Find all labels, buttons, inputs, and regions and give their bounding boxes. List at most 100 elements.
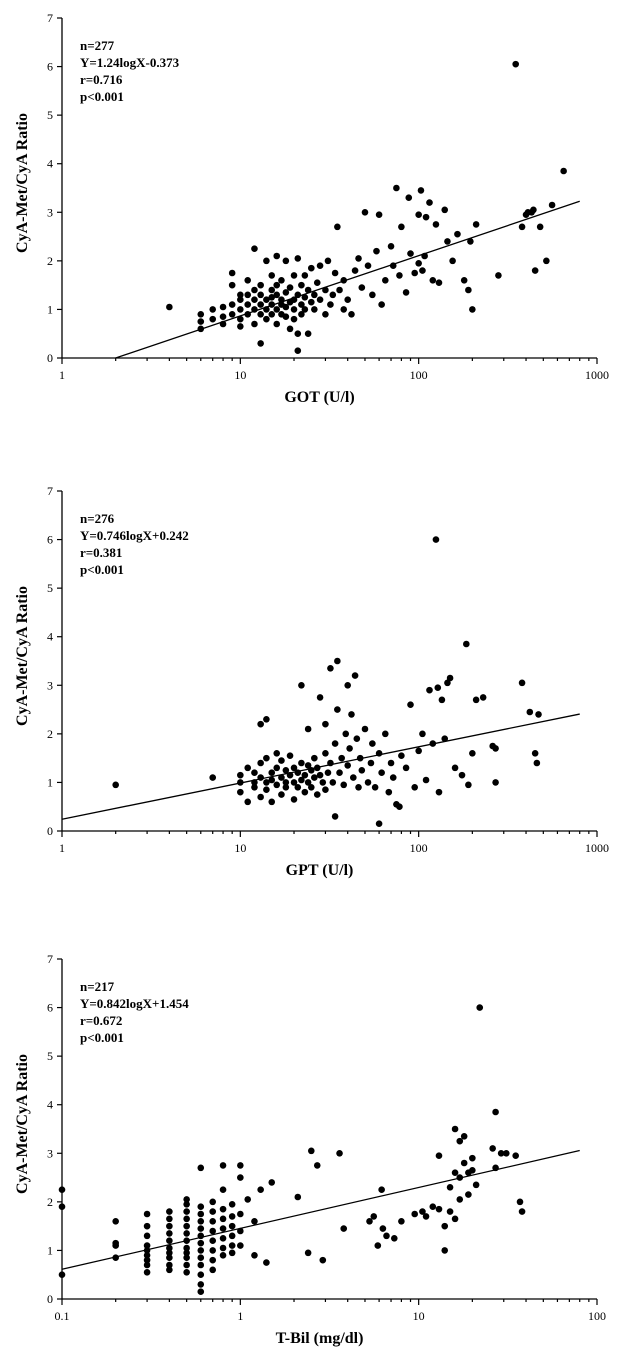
data-point — [286, 752, 294, 760]
data-point — [257, 793, 264, 801]
data-point — [316, 262, 324, 270]
data-point — [456, 1137, 464, 1145]
data-point — [251, 769, 258, 777]
data-point — [268, 293, 276, 301]
data-point — [446, 1208, 454, 1215]
data-point — [251, 779, 258, 786]
data-point — [278, 757, 285, 764]
data-point — [257, 1186, 264, 1194]
data-point — [411, 269, 418, 277]
data-point — [228, 269, 236, 277]
data-point — [375, 749, 383, 757]
data-point — [237, 291, 244, 299]
data-point — [183, 1222, 190, 1230]
data-point — [298, 776, 305, 784]
data-point — [367, 759, 375, 767]
data-point — [348, 711, 355, 718]
data-point — [209, 1217, 217, 1225]
data-point — [307, 298, 315, 306]
data-point — [469, 749, 476, 757]
data-point — [495, 272, 502, 279]
data-point — [378, 1186, 385, 1194]
data-point — [340, 306, 348, 313]
data-point — [469, 306, 476, 313]
data-point — [197, 1288, 205, 1296]
data-point — [197, 318, 205, 325]
data-point — [444, 238, 451, 245]
data-point — [143, 1242, 151, 1249]
data-point — [419, 267, 426, 274]
data-point — [143, 1251, 151, 1259]
data-point — [319, 779, 327, 786]
y-tick-label: 4 — [47, 157, 53, 171]
data-point — [492, 1164, 499, 1172]
x-tick-label: 100 — [410, 841, 428, 855]
data-point — [298, 281, 305, 289]
data-point — [518, 223, 526, 231]
data-point — [398, 752, 405, 760]
data-point — [209, 1237, 217, 1245]
data-point — [429, 276, 437, 284]
data-point — [183, 1249, 190, 1257]
data-point — [472, 1181, 480, 1189]
data-point — [472, 221, 480, 228]
data-point — [307, 783, 315, 791]
data-point — [369, 291, 376, 299]
data-point — [197, 1225, 205, 1232]
data-point — [237, 306, 244, 313]
data-point — [282, 766, 290, 774]
data-point — [244, 798, 252, 806]
data-point — [313, 1162, 321, 1169]
stats-annotation-line: r=0.672 — [80, 1013, 122, 1028]
x-tick-label: 10 — [234, 368, 246, 382]
data-point — [361, 725, 369, 733]
data-point — [301, 306, 309, 313]
data-point — [441, 1222, 449, 1230]
data-point — [197, 1261, 205, 1269]
data-point — [331, 813, 339, 820]
x-axis-title: GOT (U/l) — [284, 389, 354, 406]
data-point — [426, 686, 433, 694]
y-axis-title: CyA-Met/CyA Ratio — [14, 113, 31, 253]
data-point — [278, 276, 285, 284]
data-point — [257, 281, 264, 289]
data-point — [398, 223, 405, 231]
data-point — [438, 696, 446, 704]
data-point — [282, 779, 290, 786]
data-point — [387, 242, 395, 250]
data-point — [209, 306, 217, 313]
y-tick-label: 3 — [47, 205, 53, 219]
data-point — [244, 1196, 252, 1203]
data-point — [166, 1244, 173, 1252]
data-point — [344, 681, 352, 689]
data-point — [263, 786, 270, 794]
data-point — [197, 1203, 205, 1211]
data-point — [373, 247, 380, 255]
data-point — [268, 286, 276, 294]
data-point — [340, 1225, 348, 1232]
data-point — [512, 60, 519, 68]
data-point — [166, 1254, 173, 1262]
data-point — [454, 230, 461, 238]
data-point — [290, 764, 298, 772]
data-point — [166, 1249, 173, 1257]
data-point — [422, 776, 430, 784]
data-point — [479, 694, 487, 701]
data-point — [526, 708, 534, 716]
x-tick-label: 1 — [59, 841, 65, 855]
y-tick-label: 6 — [47, 60, 53, 74]
data-point — [228, 1249, 236, 1257]
data-point — [251, 306, 258, 313]
data-point — [209, 1198, 217, 1206]
data-point — [263, 1259, 270, 1266]
data-point — [407, 250, 414, 257]
data-point — [166, 1215, 173, 1223]
data-point — [197, 1239, 205, 1247]
data-point — [294, 255, 302, 262]
y-tick-label: 5 — [47, 108, 53, 122]
data-point — [228, 1213, 236, 1220]
data-point — [512, 1152, 519, 1160]
stats-annotation-line: n=277 — [80, 38, 115, 53]
data-point — [449, 257, 456, 265]
